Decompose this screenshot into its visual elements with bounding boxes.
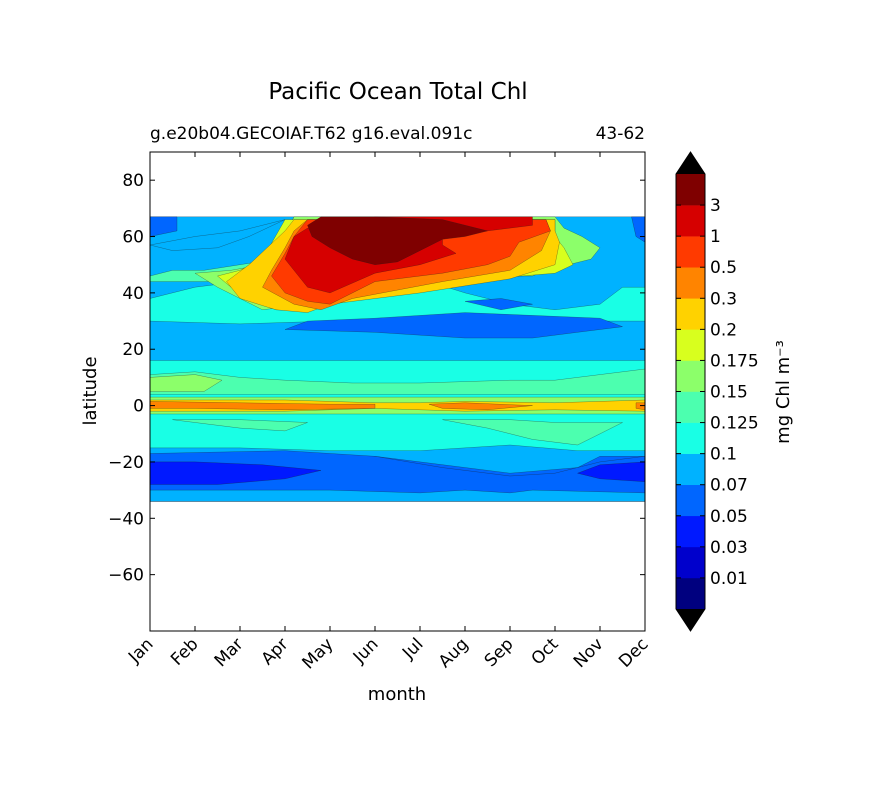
colorbar-tick-label: 0.01 — [710, 569, 748, 589]
x-tick-label: May — [299, 634, 338, 673]
chart-subtitle-left: g.e20b04.GECOIAF.T62 g16.eval.091c — [150, 124, 472, 144]
colorbar-segment — [676, 515, 705, 548]
x-tick-label: Jan — [124, 634, 157, 667]
x-tick-label: Nov — [570, 634, 608, 672]
colorbar-tick-label: 0.03 — [710, 538, 748, 558]
y-tick-label: 80 — [122, 171, 144, 191]
y-axis: 80 60 40 20 0 −20 −40 −60 — [108, 171, 645, 586]
colorbar-segment — [676, 577, 705, 610]
colorbar-segment — [676, 422, 705, 454]
y-tick-label: 60 — [122, 228, 144, 248]
contour-region-29 — [307, 216, 488, 265]
contour-region-11 — [150, 374, 223, 392]
contour-region-8 — [464, 298, 533, 311]
colorbar-segment — [676, 205, 705, 237]
contour-region-16 — [150, 401, 376, 411]
colorbar-outline — [675, 151, 706, 632]
colorbar-segment — [676, 174, 705, 206]
colorbar-extend-top — [676, 152, 705, 174]
y-tick-label: 0 — [133, 397, 144, 417]
contour-region-6 — [576, 461, 645, 482]
colorbar-tick-label: 0.05 — [710, 507, 748, 527]
y-tick-label: 20 — [122, 340, 144, 360]
colorbar-tick-label: 0.125 — [710, 414, 759, 434]
contour-region-10 — [150, 368, 645, 395]
y-tick-label: −60 — [108, 566, 144, 586]
contour-region-17 — [428, 402, 533, 411]
colorbar-tick-label: 0.07 — [710, 476, 748, 496]
colorbar-tick-label: 0.5 — [710, 258, 737, 278]
colorbar-segment — [676, 453, 705, 486]
colorbar-tick-label: 0.15 — [710, 383, 748, 403]
chart-title: Pacific Ocean Total Chl — [268, 79, 527, 105]
contour-region-20 — [631, 216, 645, 243]
contour-region-13 — [172, 419, 308, 432]
contour-region-19 — [150, 216, 178, 237]
colorbar-tick-label: 0.2 — [710, 320, 737, 340]
colorbar-segment — [676, 267, 705, 299]
colorbar-extend-bottom — [676, 609, 705, 631]
colorbar: 0.01 0.03 0.05 0.07 0.1 0.125 0.15 0.175 0.2 0.3 0… — [675, 151, 759, 632]
x-tick-label: Apr — [258, 634, 293, 669]
x-tick-label: Aug — [435, 634, 473, 672]
plot-frame — [149, 151, 646, 632]
contour-region-12 — [442, 419, 623, 446]
contour-region-21 — [150, 219, 286, 251]
x-tick-label: Mar — [211, 634, 248, 671]
colorbar-tick-label: 3 — [710, 196, 721, 216]
plot-area — [150, 216, 645, 502]
x-tick-label: Jul — [398, 634, 427, 663]
contour-region-9 — [150, 489, 645, 502]
colorbar-segment — [676, 298, 705, 330]
contour-region-5 — [150, 461, 322, 485]
colorbar-tick-label: 0.1 — [710, 445, 737, 465]
y-axis-label: latitude — [80, 356, 101, 425]
colorbar-segment — [676, 546, 705, 579]
y-tick-label: −20 — [108, 453, 144, 473]
colorbar-label: mg Chl m⁻³ — [773, 340, 794, 444]
colorbar-tick-label: 0.175 — [710, 351, 759, 371]
x-tick-label: Sep — [481, 634, 518, 671]
x-tick-label: Dec — [615, 634, 652, 671]
y-tick-label: 40 — [122, 284, 144, 304]
x-tick-label: Jun — [349, 634, 383, 668]
x-tick-label: Feb — [167, 634, 202, 669]
colorbar-segment — [676, 391, 705, 423]
x-tick-label: Oct — [528, 634, 563, 669]
x-axis-label: month — [368, 684, 426, 705]
contour-region-18 — [635, 402, 645, 411]
contour-region-7 — [284, 312, 623, 339]
colorbar-segment — [676, 484, 705, 517]
colorbar-tick-label: 1 — [710, 227, 721, 247]
y-tick-label: −40 — [108, 509, 144, 529]
chart-subtitle-right: 43-62 — [596, 124, 645, 144]
colorbar-segment — [676, 236, 705, 268]
colorbar-segment — [676, 360, 705, 392]
colorbar-segment — [676, 329, 705, 361]
colorbar-tick-label: 0.3 — [710, 289, 737, 309]
